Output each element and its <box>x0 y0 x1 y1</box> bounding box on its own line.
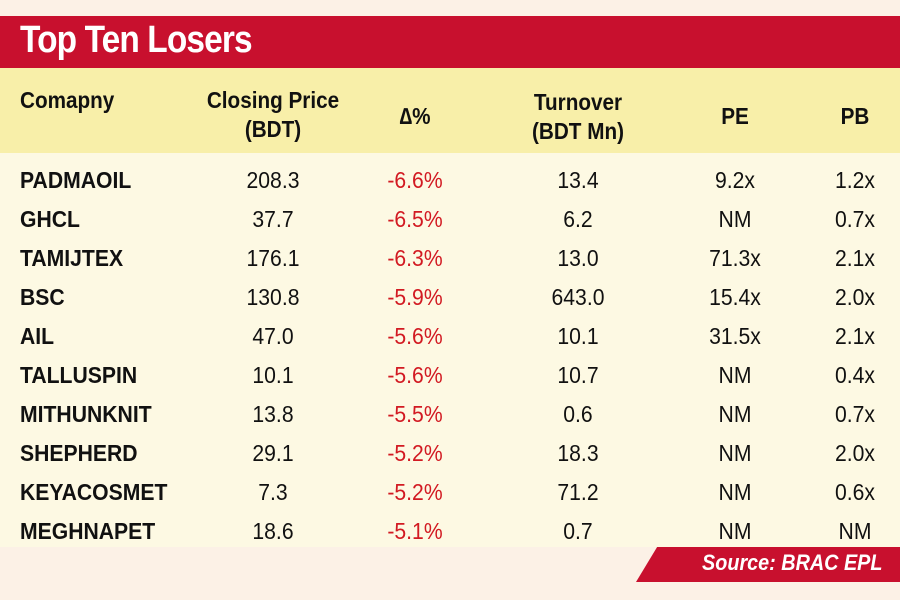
cell-pb: 1.2x <box>834 167 875 193</box>
cell-pe: NM <box>718 206 752 232</box>
page-title: Top Ten Losers <box>20 19 253 61</box>
cell-turnover: 6.2 <box>563 206 593 232</box>
header-closing-price: Closing Price (BDT) <box>201 86 345 144</box>
cell-name: GHCL <box>20 206 80 232</box>
cell-change: -6.3% <box>387 245 443 271</box>
header-turnover: Turnover (BDT Mn) <box>515 88 641 146</box>
cell-change: -5.2% <box>387 479 443 505</box>
cell-pb: 2.1x <box>834 323 875 349</box>
cell-turnover: 0.6 <box>563 401 593 427</box>
cell-turnover: 10.1 <box>557 323 599 349</box>
cell-pe: NM <box>718 518 752 544</box>
cell-pe: 9.2x <box>714 167 755 193</box>
cell-name: BSC <box>20 284 65 310</box>
table-row: KEYACOSMET 7.3 -5.2% 71.2 NM 0.6x <box>0 473 900 512</box>
cell-closing-price: 29.1 <box>252 440 294 466</box>
header-pb: PB <box>840 103 870 129</box>
header-company: Comapny <box>20 87 115 113</box>
table-row: SHEPHERD 29.1 -5.2% 18.3 NM 2.0x <box>0 434 900 473</box>
header-pe: PE <box>721 103 749 129</box>
table-body: PADMAOIL 208.3 -6.6% 13.4 9.2x 1.2x GHCL 37.7 -6… <box>0 153 900 547</box>
cell-change: -6.6% <box>387 167 443 193</box>
cell-pb: NM <box>838 518 872 544</box>
cell-pe: NM <box>718 362 752 388</box>
cell-closing-price: 130.8 <box>246 284 300 310</box>
source-label: Source: BRAC EPL <box>701 550 882 575</box>
table-row: AIL 47.0 -5.6% 10.1 31.5x 2.1x <box>0 317 900 356</box>
header-turnover-line2: (BDT Mn) <box>532 118 624 144</box>
cell-name: AIL <box>20 323 55 349</box>
cell-pe: 31.5x <box>709 323 761 349</box>
cell-closing-price: 13.8 <box>252 401 294 427</box>
cell-pe: NM <box>718 401 752 427</box>
cell-pe: NM <box>718 440 752 466</box>
table-row: GHCL 37.7 -6.5% 6.2 NM 0.7x <box>0 200 900 239</box>
table-row: BSC 130.8 -5.9% 643.0 15.4x 2.0x <box>0 278 900 317</box>
cell-turnover: 13.4 <box>557 167 599 193</box>
header-closing-price-line1: Closing Price <box>206 87 340 113</box>
cell-name: TALLUSPIN <box>20 362 138 388</box>
cell-change: -5.5% <box>387 401 443 427</box>
cell-turnover: 0.7 <box>563 518 593 544</box>
cell-pb: 2.0x <box>834 440 875 466</box>
cell-closing-price: 18.6 <box>252 518 294 544</box>
cell-pb: 2.0x <box>834 284 875 310</box>
cell-closing-price: 208.3 <box>246 167 300 193</box>
title-banner: Top Ten Losers <box>0 16 900 68</box>
table-row: MEGHNAPET 18.6 -5.1% 0.7 NM NM <box>0 512 900 551</box>
cell-turnover: 71.2 <box>557 479 599 505</box>
cell-closing-price: 176.1 <box>246 245 300 271</box>
cell-name: KEYACOSMET <box>20 479 168 505</box>
table-row: TAMIJTEX 176.1 -6.3% 13.0 71.3x 2.1x <box>0 239 900 278</box>
cell-change: -6.5% <box>387 206 443 232</box>
cell-closing-price: 10.1 <box>252 362 294 388</box>
cell-pb: 0.7x <box>834 401 875 427</box>
cell-change: -5.2% <box>387 440 443 466</box>
cell-change: -5.6% <box>387 362 443 388</box>
cell-turnover: 13.0 <box>557 245 599 271</box>
cell-name: MEGHNAPET <box>20 518 156 544</box>
cell-turnover: 643.0 <box>551 284 605 310</box>
table-row: PADMAOIL 208.3 -6.6% 13.4 9.2x 1.2x <box>0 161 900 200</box>
cell-name: PADMAOIL <box>20 167 132 193</box>
source-banner: Source: BRAC EPL <box>636 547 900 582</box>
cell-pb: 0.6x <box>834 479 875 505</box>
header-closing-price-line2: (BDT) <box>244 116 302 142</box>
cell-pb: 0.4x <box>834 362 875 388</box>
cell-pb: 2.1x <box>834 245 875 271</box>
header-change: ∆% <box>399 103 431 129</box>
table-row: MITHUNKNIT 13.8 -5.5% 0.6 NM 0.7x <box>0 395 900 434</box>
cell-turnover: 10.7 <box>557 362 599 388</box>
cell-change: -5.6% <box>387 323 443 349</box>
cell-change: -5.9% <box>387 284 443 310</box>
cell-closing-price: 7.3 <box>258 479 288 505</box>
cell-pe: NM <box>718 479 752 505</box>
header-turnover-line1: Turnover <box>533 89 623 115</box>
table-header: Comapny Closing Price (BDT) ∆% Turnover … <box>0 68 900 153</box>
cell-change: -5.1% <box>387 518 443 544</box>
cell-name: TAMIJTEX <box>20 245 124 271</box>
cell-pe: 15.4x <box>709 284 761 310</box>
cell-turnover: 18.3 <box>557 440 599 466</box>
cell-name: SHEPHERD <box>20 440 138 466</box>
table-row: TALLUSPIN 10.1 -5.6% 10.7 NM 0.4x <box>0 356 900 395</box>
cell-pb: 0.7x <box>834 206 875 232</box>
cell-pe: 71.3x <box>709 245 761 271</box>
cell-closing-price: 37.7 <box>252 206 294 232</box>
cell-name: MITHUNKNIT <box>20 401 152 427</box>
cell-closing-price: 47.0 <box>252 323 294 349</box>
